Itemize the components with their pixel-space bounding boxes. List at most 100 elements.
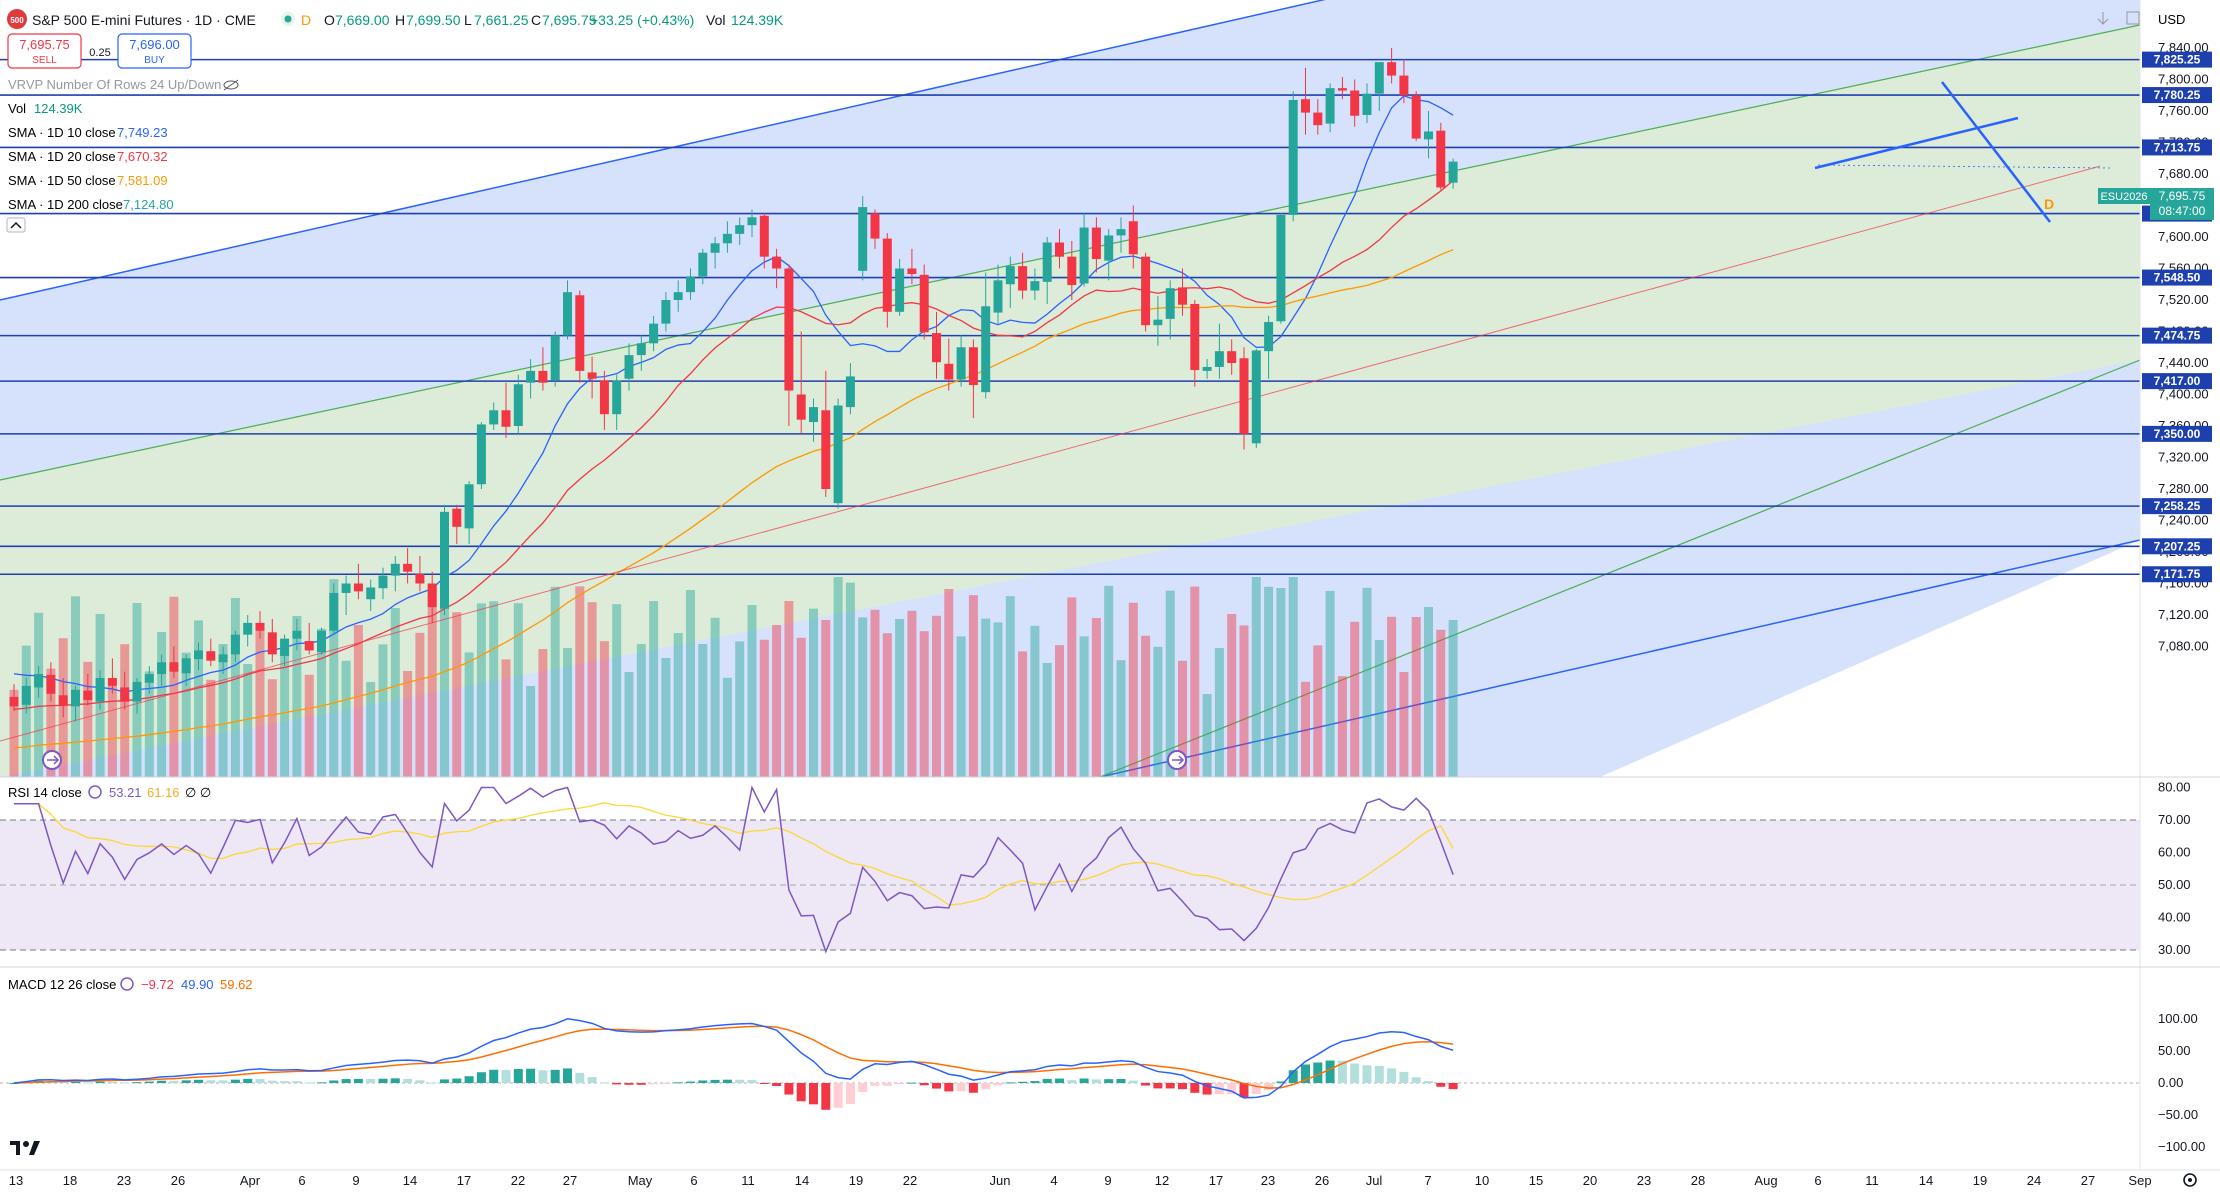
candle-body[interactable] bbox=[1165, 288, 1175, 319]
sell-button[interactable]: 7,695.75 SELL bbox=[7, 33, 82, 69]
hidden-eye-icon[interactable] bbox=[223, 79, 239, 91]
reload-icon[interactable] bbox=[120, 977, 134, 991]
candle-body[interactable] bbox=[1374, 62, 1384, 94]
candle-body[interactable] bbox=[932, 333, 941, 363]
candle-body[interactable] bbox=[403, 563, 413, 572]
candle-body[interactable] bbox=[649, 323, 659, 344]
candle-body[interactable] bbox=[1055, 242, 1064, 257]
candle-body[interactable] bbox=[267, 632, 277, 655]
dividend-flag[interactable]: D bbox=[2044, 196, 2054, 212]
candle-body[interactable] bbox=[452, 508, 462, 527]
candle-body[interactable] bbox=[1313, 112, 1323, 126]
candle-body[interactable] bbox=[464, 484, 474, 529]
candle-body[interactable] bbox=[513, 384, 523, 426]
candle-body[interactable] bbox=[526, 370, 536, 383]
candle-body[interactable] bbox=[34, 674, 44, 688]
candle-body[interactable] bbox=[21, 685, 31, 705]
vrvp-label[interactable]: VRVP Number Of Rows 24 Up/Down bbox=[8, 77, 221, 92]
candle-body[interactable] bbox=[132, 681, 142, 702]
candle-body[interactable] bbox=[1264, 322, 1274, 352]
candle-body[interactable] bbox=[870, 213, 880, 239]
candle-body[interactable] bbox=[255, 622, 265, 631]
candle-body[interactable] bbox=[501, 410, 511, 427]
candle-body[interactable] bbox=[1350, 90, 1360, 116]
candle-body[interactable] bbox=[243, 622, 253, 635]
candle-body[interactable] bbox=[317, 630, 326, 653]
candle-body[interactable] bbox=[784, 268, 794, 391]
candle-body[interactable] bbox=[378, 575, 388, 589]
vol-legend-label[interactable]: Vol bbox=[8, 101, 26, 116]
sma50-label[interactable]: SMA · 1D 50 close bbox=[8, 173, 116, 188]
candle-body[interactable] bbox=[1214, 351, 1224, 367]
macd-line[interactable] bbox=[13, 1017, 1454, 1099]
candle-body[interactable] bbox=[1091, 227, 1101, 260]
symbol-title[interactable]: S&P 500 E-mini Futures · 1D · CME bbox=[32, 12, 256, 28]
candle-body[interactable] bbox=[1337, 88, 1347, 91]
candle-body[interactable] bbox=[169, 662, 179, 672]
candle-body[interactable] bbox=[1325, 88, 1335, 124]
candle-body[interactable] bbox=[107, 678, 117, 686]
candle-body[interactable] bbox=[1104, 235, 1114, 261]
candle-body[interactable] bbox=[440, 511, 449, 609]
candle-body[interactable] bbox=[673, 292, 683, 300]
candle-body[interactable] bbox=[280, 638, 290, 656]
candle-body[interactable] bbox=[1436, 130, 1446, 188]
candle-body[interactable] bbox=[1030, 281, 1040, 291]
candle-body[interactable] bbox=[956, 347, 966, 380]
reload-icon[interactable] bbox=[88, 785, 102, 799]
candle-body[interactable] bbox=[1301, 99, 1310, 113]
candle-body[interactable] bbox=[1387, 62, 1397, 76]
candle-body[interactable] bbox=[1042, 242, 1052, 282]
candle-body[interactable] bbox=[1276, 214, 1286, 322]
candle-body[interactable] bbox=[1362, 93, 1372, 115]
settings-gear-icon[interactable] bbox=[2183, 1173, 2197, 1187]
candle-body[interactable] bbox=[341, 583, 351, 593]
channel-lower-line[interactable] bbox=[1099, 539, 2140, 777]
candle-body[interactable] bbox=[1018, 266, 1028, 291]
candle-body[interactable] bbox=[661, 300, 671, 324]
candle-body[interactable] bbox=[144, 674, 154, 683]
candle-body[interactable] bbox=[230, 634, 240, 655]
candle-body[interactable] bbox=[9, 696, 19, 707]
time-axis[interactable]: 13 18 23 26 Apr 6 9 14 17 22 27 May 6 11 14 19 22 Jun 4 9 12… bbox=[0, 1169, 2220, 1188]
candle-body[interactable] bbox=[612, 380, 622, 415]
candle-body[interactable] bbox=[550, 335, 560, 381]
sma10-label[interactable]: SMA · 1D 10 close bbox=[8, 125, 116, 140]
currency-label[interactable]: USD bbox=[2158, 12, 2185, 27]
candle-body[interactable] bbox=[747, 217, 757, 226]
candle-body[interactable] bbox=[587, 372, 597, 379]
buy-button[interactable]: 7,696.00 BUY bbox=[117, 33, 192, 69]
candle-body[interactable] bbox=[1067, 256, 1077, 286]
candle-body[interactable] bbox=[981, 306, 991, 393]
candle-body[interactable] bbox=[1424, 131, 1433, 140]
candle-body[interactable] bbox=[919, 274, 929, 333]
candle-body[interactable] bbox=[1079, 227, 1089, 284]
candle-body[interactable] bbox=[157, 662, 167, 675]
candle-body[interactable] bbox=[563, 292, 572, 336]
candle-body[interactable] bbox=[304, 640, 314, 651]
candle-body[interactable] bbox=[882, 238, 892, 312]
move-down-icon[interactable] bbox=[2097, 12, 2109, 25]
candlesticks[interactable] bbox=[9, 48, 1458, 722]
candle-body[interactable] bbox=[993, 280, 1003, 313]
candle-body[interactable] bbox=[83, 690, 93, 701]
candle-body[interactable] bbox=[1202, 366, 1212, 371]
candle-body[interactable] bbox=[772, 256, 782, 269]
main-pane[interactable]: D bbox=[0, 0, 2140, 777]
candle-body[interactable] bbox=[858, 207, 868, 271]
candle-body[interactable] bbox=[292, 630, 302, 639]
candle-body[interactable] bbox=[968, 347, 978, 386]
price-axis[interactable]: USD 7,840.007,800.007,760.007,720.007,68… bbox=[2098, 0, 2220, 1192]
candle-body[interactable] bbox=[895, 268, 905, 312]
candle-body[interactable] bbox=[1116, 229, 1126, 236]
candle-body[interactable] bbox=[821, 410, 831, 489]
candle-body[interactable] bbox=[390, 563, 400, 576]
candle-body[interactable] bbox=[71, 689, 80, 707]
tradingview-logo[interactable] bbox=[10, 1141, 40, 1155]
candle-body[interactable] bbox=[1141, 256, 1151, 326]
candle-body[interactable] bbox=[1399, 75, 1409, 96]
candle-body[interactable] bbox=[907, 268, 917, 275]
candle-body[interactable] bbox=[809, 407, 818, 423]
candle-body[interactable] bbox=[845, 376, 855, 408]
candle-body[interactable] bbox=[833, 405, 843, 504]
